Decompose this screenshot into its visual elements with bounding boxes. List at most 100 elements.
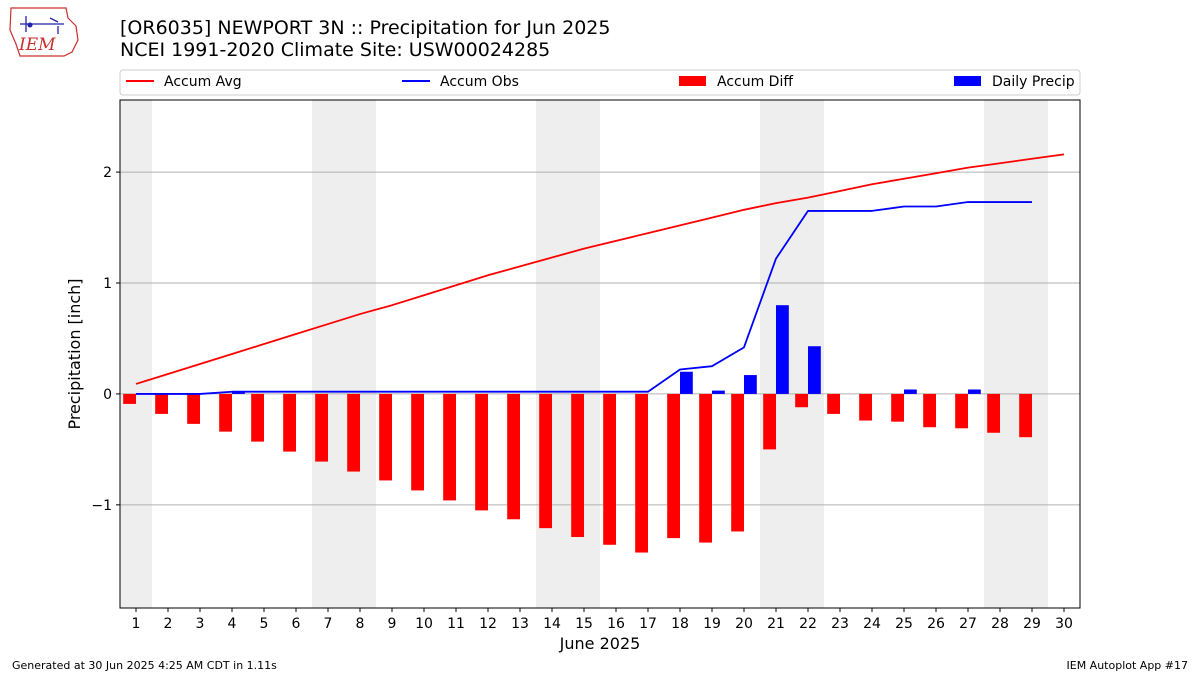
legend-accum-diff-label: Accum Diff <box>717 74 793 90</box>
accum-diff-bar <box>507 393 520 520</box>
accum-diff-bar <box>443 393 456 501</box>
x-tick-label: 16 <box>607 616 625 632</box>
accum-diff-bar <box>1019 393 1032 438</box>
weekend-band <box>312 100 376 608</box>
x-tick-label: 9 <box>388 616 397 632</box>
x-tick-label: 2 <box>164 616 173 632</box>
daily-precip-bar <box>680 371 693 394</box>
x-tick-label: 24 <box>863 616 881 632</box>
accum-diff-bar <box>571 393 584 538</box>
logo-text: IEM <box>18 35 56 55</box>
accum-diff-bar <box>187 393 200 424</box>
weekend-bands <box>120 100 1048 608</box>
accum-diff-bar <box>379 393 392 481</box>
daily-precip-bar <box>776 305 789 394</box>
x-tick-label: 4 <box>228 616 237 632</box>
lines <box>135 153 1065 395</box>
x-tick-label: 19 <box>703 616 721 632</box>
weekend-band <box>984 100 1048 608</box>
x-tick-label: 21 <box>767 616 785 632</box>
daily-precip-bar <box>808 346 821 394</box>
legend-accum-obs-label: Accum Obs <box>440 74 519 90</box>
bars <box>123 305 1032 553</box>
legend: Accum Avg Accum Obs Accum Diff Daily Precip <box>119 69 1081 96</box>
daily-precip-bar <box>744 375 757 394</box>
accum-diff-bar <box>923 393 936 428</box>
x-tick-label: 22 <box>799 616 817 632</box>
legend-box <box>119 69 1081 96</box>
x-tick-label: 13 <box>511 616 529 632</box>
accum-diff-bar <box>891 393 904 422</box>
accum-diff-bar <box>315 393 328 462</box>
accum-diff-bar <box>987 393 1000 433</box>
daily-precip-bar <box>712 390 725 394</box>
x-tick-label: 27 <box>959 616 977 632</box>
x-tick-label: 23 <box>831 616 849 632</box>
x-tick-label: 29 <box>1023 616 1041 632</box>
weekend-band <box>120 100 152 608</box>
x-tick-label: 17 <box>639 616 657 632</box>
daily-precip-bar <box>904 389 917 394</box>
plot-frame <box>119 99 1081 609</box>
accum-diff-bar <box>411 393 424 491</box>
x-tick-label: 25 <box>895 616 913 632</box>
y-tick-label: 0 <box>103 387 112 403</box>
grid-lines <box>120 171 1080 506</box>
daily-precip-bar <box>232 391 245 394</box>
accum-diff-bar <box>603 393 616 545</box>
chart-subtitle: NCEI 1991-2020 Climate Site: USW00024285 <box>120 39 551 61</box>
x-tick-label: 15 <box>575 616 593 632</box>
x-tick-label: 18 <box>671 616 689 632</box>
legend-accum-diff-swatch <box>679 76 706 86</box>
accum-diff-bar <box>635 393 648 553</box>
chart-title: [OR6035] NEWPORT 3N :: Precipitation for… <box>120 17 611 39</box>
app-note: IEM Autoplot App #17 <box>1066 659 1189 672</box>
x-tick-label: 20 <box>735 616 753 632</box>
legend-daily-precip-swatch <box>954 76 981 86</box>
y-tick-label: −1 <box>91 498 112 514</box>
accum-diff-bar <box>347 393 360 472</box>
accum-avg-line <box>135 153 1065 385</box>
x-tick-label: 12 <box>479 616 497 632</box>
daily-precip-bar <box>968 389 981 394</box>
x-tick-label: 1 <box>132 616 141 632</box>
x-tick-label: 10 <box>415 616 433 632</box>
accum-obs-line <box>136 201 1032 395</box>
iem-logo: IEM <box>9 7 79 57</box>
x-tick-label: 8 <box>356 616 365 632</box>
weekend-band <box>536 100 600 608</box>
x-tick-label: 30 <box>1055 616 1073 632</box>
accum-diff-bar <box>859 393 872 421</box>
accum-diff-bar <box>219 393 232 432</box>
x-tick-label: 28 <box>991 616 1009 632</box>
x-tick-label: 14 <box>543 616 561 632</box>
generated-note: Generated at 30 Jun 2025 4:25 AM CDT in … <box>12 659 277 672</box>
y-tick-label: 1 <box>103 276 112 292</box>
accum-diff-bar <box>795 393 808 408</box>
accum-diff-bar <box>667 393 680 539</box>
accum-diff-bar <box>155 393 168 414</box>
x-tick-label: 3 <box>196 616 205 632</box>
y-axis-label: Precipitation [inch] <box>65 278 84 429</box>
legend-daily-precip-label: Daily Precip <box>992 74 1075 90</box>
x-tick-label: 5 <box>260 616 269 632</box>
accum-diff-bar <box>731 393 744 532</box>
accum-diff-bar <box>251 393 264 442</box>
legend-accum-avg-label: Accum Avg <box>164 74 242 90</box>
x-tick-label: 7 <box>324 616 333 632</box>
y-tick-label: 2 <box>103 165 112 181</box>
accum-diff-bar <box>699 393 712 543</box>
x-axis-label: June 2025 <box>559 634 641 653</box>
accum-diff-bar <box>283 393 296 452</box>
accum-diff-bar <box>763 393 776 450</box>
accum-diff-bar <box>955 393 968 429</box>
accum-diff-bar <box>827 393 840 414</box>
accum-diff-bar <box>123 393 136 404</box>
x-tick-label: 26 <box>927 616 945 632</box>
accum-diff-bar <box>539 393 552 529</box>
x-tick-label: 11 <box>447 616 465 632</box>
accum-diff-bar <box>475 393 488 511</box>
station-icon <box>27 22 33 28</box>
